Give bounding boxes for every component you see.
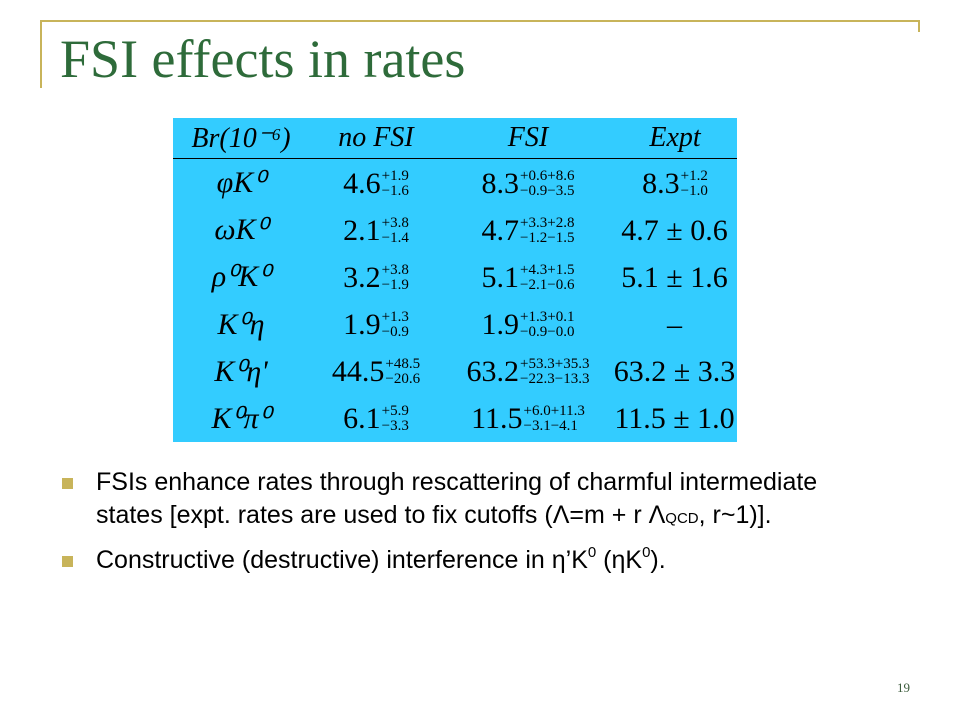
- superscript-zero: 0: [587, 544, 597, 561]
- decay-mode-cell: ωK⁰: [214, 213, 268, 247]
- header-no-fsi: no FSI: [338, 122, 414, 153]
- expt-cell: –: [667, 308, 682, 342]
- decay-mode-cell: ρ⁰K⁰: [211, 260, 271, 294]
- table-row: ρ⁰K⁰ 3.2 +3.8 −1.9 5.1 +4.3+1.5 −2.1−0.6 5.1…: [173, 253, 737, 300]
- fsi-cell: 8.3 +0.6+8.6 −0.9−3.5: [481, 166, 575, 200]
- bullet-text-end: , r~1)].: [698, 501, 772, 529]
- no-fsi-cell: 6.1 +5.9 −3.3: [343, 402, 409, 436]
- page-number: 19: [897, 680, 910, 695]
- fsi-cell: 1.9 +1.3+0.1 −0.9−0.0: [481, 308, 575, 342]
- header-fsi: FSI: [507, 122, 549, 153]
- table-row: K⁰η' 44.5 +48.5 −20.6 63.2 +53.3+35.3 −22.3−…: [173, 348, 737, 395]
- decay-mode-cell: K⁰η: [217, 307, 265, 341]
- qcd-subscript: QCD: [665, 510, 699, 527]
- expt-cell: 4.7 ± 0.6: [621, 213, 728, 247]
- fsi-cell: 11.5 +6.0+11.3 −3.1−4.1: [471, 402, 585, 436]
- decay-mode-cell: K⁰π⁰: [211, 401, 271, 435]
- bullet-text-end: ).: [650, 546, 666, 574]
- expt-cell: 63.2 ± 3.3: [613, 355, 736, 389]
- slide-frame-top-line: [40, 20, 920, 22]
- decay-mode-cell: φK⁰: [216, 166, 266, 200]
- square-bullet-icon: [62, 556, 73, 567]
- table-row: K⁰η 1.9 +1.3 −0.9 1.9 +1.3+0.1 −0.9−0.0 –: [173, 300, 737, 347]
- slide-frame-left-line: [40, 20, 42, 88]
- bullet-text-mid: (ηK: [596, 546, 643, 574]
- decay-mode-cell: K⁰η': [214, 354, 268, 388]
- no-fsi-cell: 1.9 +1.3 −0.9: [343, 308, 409, 342]
- expt-cell: 11.5 ± 1.0: [614, 402, 735, 436]
- table-row: φK⁰ 4.6 +1.9 −1.6 8.3 +0.6+8.6 −0.9−3.5 8.3 +…: [173, 159, 737, 207]
- fsi-cell: 4.7 +3.3+2.8 −1.2−1.5: [481, 213, 575, 247]
- header-branching-ratio: Br(10⁻⁶): [191, 123, 291, 154]
- expt-cell: 5.1 ± 1.6: [621, 260, 728, 294]
- no-fsi-cell: 4.6 +1.9 −1.6: [343, 166, 409, 200]
- no-fsi-cell: 3.2 +3.8 −1.9: [343, 260, 409, 294]
- no-fsi-cell: 44.5 +48.5 −20.6: [331, 355, 421, 389]
- no-fsi-cell: 2.1 +3.8 −1.4: [343, 213, 409, 247]
- square-bullet-icon: [62, 478, 73, 489]
- slide-title: FSI effects in rates: [60, 29, 466, 89]
- fsi-cell: 5.1 +4.3+1.5 −2.1−0.6: [481, 260, 575, 294]
- table-row: ωK⁰ 2.1 +3.8 −1.4 4.7 +3.3+2.8 −1.2−1.5 4.7 …: [173, 206, 737, 253]
- slide-frame-right-tick: [918, 20, 920, 32]
- bullet-list: FSIs enhance rates through rescattering …: [62, 466, 862, 586]
- superscript-zero: 0: [642, 544, 651, 561]
- fsi-cell: 63.2 +53.3+35.3 −22.3−13.3: [466, 355, 590, 389]
- header-expt: Expt: [649, 122, 701, 153]
- table-row: K⁰π⁰ 6.1 +5.9 −3.3 11.5 +6.0+11.3 −3.1−4.1 1…: [173, 395, 737, 442]
- table-header-row: Br(10⁻⁶) no FSI FSI Expt: [173, 118, 737, 159]
- bullet-text: FSIs enhance rates through rescattering …: [96, 468, 818, 529]
- bullet-item-fsi-enhance: FSIs enhance rates through rescattering …: [62, 466, 862, 535]
- bullet-item-interference: Constructive (destructive) interference …: [62, 544, 862, 577]
- branching-ratio-table: Br(10⁻⁶) no FSI FSI Expt φK⁰ 4.6 +1.9 −1.6…: [173, 118, 737, 442]
- expt-cell: 8.3 +1.2 −1.0: [642, 166, 708, 200]
- table-background: [173, 118, 737, 442]
- bullet-text: Constructive (destructive) interference …: [96, 546, 588, 574]
